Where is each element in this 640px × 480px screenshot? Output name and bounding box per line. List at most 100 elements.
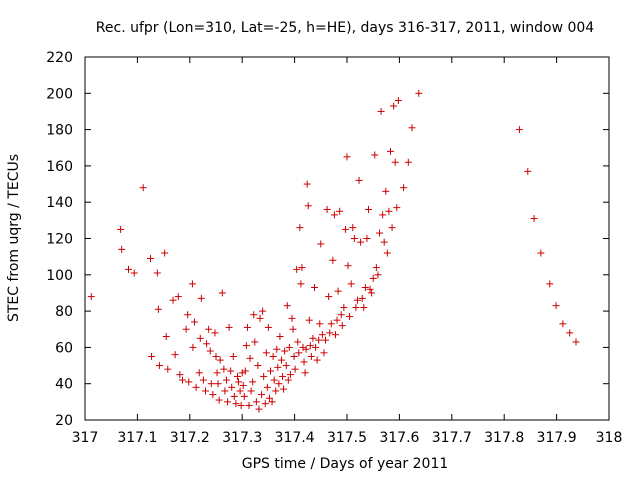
data-point (174, 293, 182, 301)
data-point (294, 338, 302, 346)
y-axis: 20 40 60 80 100 120 140 160 180 200 220 (46, 50, 609, 429)
data-point (213, 369, 221, 377)
y-tick-label: 140 (46, 195, 73, 211)
data-point (390, 102, 398, 110)
data-point (559, 320, 567, 328)
data-point (379, 211, 387, 219)
data-point (258, 391, 266, 399)
data-point (281, 347, 289, 355)
data-point (393, 204, 401, 212)
plot-frame (84, 56, 610, 421)
x-tick-label: 317.6 (379, 430, 419, 446)
y-tick-label: 20 (55, 413, 73, 429)
data-point (259, 307, 267, 315)
data-point (326, 329, 334, 337)
data-point (329, 256, 337, 264)
data-point (189, 343, 197, 351)
data-point (353, 296, 361, 304)
data-point (185, 378, 193, 386)
data-point (285, 343, 293, 351)
data-point (336, 207, 344, 215)
data-point (358, 294, 366, 302)
data-point (242, 342, 250, 350)
data-point (415, 89, 423, 97)
data-point (246, 354, 254, 362)
data-point (254, 362, 262, 370)
data-point (255, 405, 263, 413)
data-point (274, 363, 282, 371)
data-point (124, 265, 132, 273)
data-point (286, 371, 294, 379)
data-point (155, 362, 163, 370)
data-point (117, 225, 125, 233)
data-point (295, 349, 303, 357)
y-tick-label: 120 (46, 232, 73, 248)
data-point (327, 320, 335, 328)
data-point (331, 331, 339, 339)
data-point (361, 284, 369, 292)
data-point (343, 153, 351, 161)
y-tick-label: 160 (46, 159, 73, 175)
y-tick-label: 80 (55, 304, 73, 320)
data-point (341, 225, 349, 233)
data-point (380, 238, 388, 246)
data-point (374, 271, 382, 279)
data-point (260, 372, 268, 380)
data-point (316, 320, 324, 328)
data-point (182, 325, 190, 333)
data-point (307, 352, 315, 360)
x-axis-label: GPS time / Days of year 2011 (242, 456, 449, 472)
data-point (334, 287, 342, 295)
data-point (301, 369, 309, 377)
x-axis: 317 317.1 317.2 317.3 317.4 317.5 317.6 317.7 31… (72, 57, 622, 446)
data-point (338, 322, 346, 330)
data-point (290, 352, 298, 360)
data-point (337, 311, 345, 319)
data-point (289, 325, 297, 333)
data-point (203, 340, 211, 348)
data-point (171, 351, 179, 359)
data-point (283, 302, 291, 310)
data-point (552, 302, 560, 310)
data-point (195, 369, 203, 377)
data-point (278, 356, 285, 364)
data-point (323, 205, 331, 213)
data-point (192, 383, 200, 391)
data-point (235, 378, 243, 386)
data-point (375, 229, 383, 237)
data-point (266, 367, 274, 375)
data-point (408, 124, 416, 132)
data-point (302, 345, 310, 353)
data-point (147, 254, 154, 262)
data-point (130, 269, 138, 277)
data-point (566, 329, 574, 337)
data-point (176, 371, 184, 379)
data-point (87, 293, 95, 301)
data-point (304, 202, 312, 210)
data-point (357, 238, 365, 246)
x-tick-label: 317.8 (484, 430, 524, 446)
y-tick-label: 40 (55, 377, 73, 393)
data-point (385, 207, 393, 215)
x-tick-label: 317.1 (117, 430, 157, 446)
data-point (371, 151, 379, 159)
data-point (205, 325, 213, 333)
data-point (297, 280, 305, 288)
data-point (284, 376, 292, 384)
data-point (318, 331, 326, 339)
data-point (282, 362, 290, 370)
data-point (377, 107, 385, 115)
data-point (309, 334, 317, 342)
data-point (188, 280, 196, 288)
data-point (222, 376, 230, 384)
data-point (250, 311, 258, 319)
data-point (148, 352, 156, 360)
data-point (330, 211, 338, 219)
data-point (372, 264, 380, 272)
data-point (184, 311, 192, 319)
data-point (273, 345, 281, 353)
data-point (293, 265, 301, 273)
data-point (303, 180, 311, 188)
data-point (344, 262, 352, 270)
